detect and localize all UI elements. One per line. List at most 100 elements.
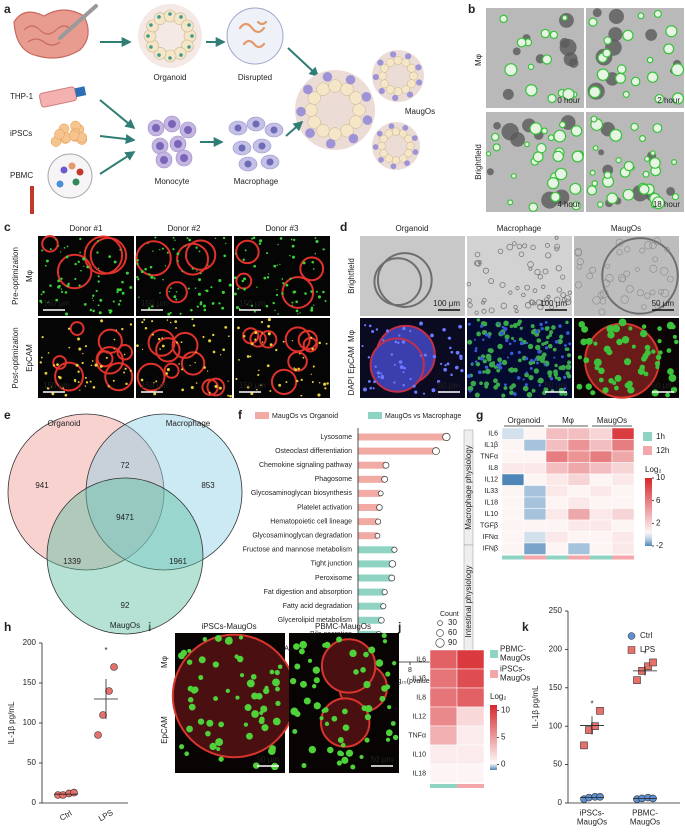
cell-signal — [303, 697, 311, 705]
organoid-cell — [304, 103, 318, 117]
count-dot — [377, 490, 384, 497]
cell-signal — [254, 338, 257, 341]
cell-signal — [589, 266, 596, 274]
cell-signal — [485, 332, 489, 337]
cell-signal — [500, 302, 507, 310]
cell-signal — [197, 292, 201, 296]
cell-signal — [65, 255, 69, 259]
cell-signal — [598, 308, 606, 316]
blood-cell — [72, 178, 80, 186]
cell-signal — [293, 643, 300, 650]
legend-label: MaugOs vs Organoid — [272, 413, 338, 420]
legend-label: Ctrl — [640, 631, 653, 640]
cell-signal — [291, 244, 295, 248]
cell-signal — [289, 677, 297, 685]
cell-signal — [252, 762, 260, 769]
cell-signal — [591, 180, 599, 187]
macrophage-cell — [404, 53, 412, 60]
time-strip — [612, 555, 634, 560]
cell-signal — [522, 243, 528, 249]
cell-signal — [390, 721, 396, 726]
scale-bar-label: 50 μm — [652, 299, 675, 308]
cell-signal — [501, 123, 519, 141]
cell-signal — [254, 331, 258, 335]
cell-signal — [510, 173, 517, 179]
cell-signal — [136, 275, 139, 279]
count-dot — [432, 447, 440, 455]
cell-signal — [246, 385, 250, 389]
cell-signal — [493, 385, 499, 390]
cell-signal — [58, 284, 61, 288]
cell-signal — [643, 371, 649, 377]
cell-signal — [259, 239, 263, 243]
scale-bar-label: 100 μm — [433, 299, 460, 308]
cell-signal — [518, 251, 525, 257]
cell-signal — [198, 675, 204, 681]
cell-signal — [116, 344, 134, 361]
cell-signal — [502, 88, 514, 100]
cell-signal — [82, 352, 84, 355]
cell-signal — [623, 160, 635, 172]
cell-signal — [554, 296, 561, 304]
cell-signal — [364, 324, 367, 327]
cell-signal — [509, 390, 514, 396]
row-label: IL12 — [484, 477, 498, 484]
set-label: Organoid — [48, 419, 81, 428]
row-label: Pre-optimization — [11, 247, 20, 305]
cell-signal — [269, 389, 272, 392]
row-label: IFNα — [483, 534, 498, 541]
cell-signal — [212, 333, 215, 337]
stain-label: EpCAM — [160, 716, 169, 744]
colorbar — [645, 478, 652, 546]
nucleus — [234, 124, 242, 132]
cell-signal — [639, 247, 646, 254]
category-label: Fructose and mannose metabolism — [243, 547, 352, 554]
cell-signal — [274, 669, 280, 676]
organoid-cell — [349, 91, 363, 105]
cell-signal — [197, 278, 202, 282]
cell-signal — [535, 329, 540, 334]
cell-signal — [578, 321, 586, 328]
region-count: 92 — [121, 601, 130, 610]
cell-signal — [94, 363, 98, 367]
row-label: IL10 — [484, 511, 498, 518]
cell-signal — [265, 304, 269, 308]
cell-signal — [95, 346, 124, 375]
heat-cell — [589, 473, 613, 486]
bar — [358, 489, 381, 497]
cell-signal — [664, 246, 670, 253]
row-label: IL6 — [416, 656, 426, 663]
legend-label: LPS — [640, 645, 655, 654]
cell-signal — [479, 356, 484, 361]
cell-signal — [399, 365, 404, 370]
cell-signal — [477, 370, 482, 375]
blood-cell — [60, 166, 68, 174]
point — [99, 711, 107, 719]
cell-signal — [474, 349, 478, 353]
cell-signal — [362, 387, 367, 392]
category-label: Tight junction — [311, 561, 352, 568]
cell-signal — [213, 696, 219, 702]
organoid-cell — [391, 127, 401, 136]
cell-signal — [315, 290, 318, 293]
cell-signal — [524, 284, 531, 291]
heat-cell — [567, 519, 591, 532]
heat-cell — [501, 439, 525, 452]
cell-signal — [559, 37, 570, 48]
cell-signal — [554, 235, 559, 240]
cell-signal — [92, 386, 96, 389]
cell-signal — [298, 352, 301, 355]
cell-signal — [657, 338, 662, 344]
cell-signal — [319, 697, 371, 748]
scale-bar-label: 50 μm — [257, 755, 280, 764]
group-label: Intestinal physiology — [464, 565, 473, 637]
row-label: IL1β — [484, 442, 498, 449]
cell-signal — [140, 270, 144, 274]
cell-signal — [589, 169, 596, 176]
cell-signal — [314, 237, 317, 239]
heat-cell — [545, 519, 569, 532]
cell-signal — [553, 369, 558, 375]
cell-signal — [654, 303, 660, 310]
row-label: IL1β — [412, 675, 426, 682]
significance: * — [643, 649, 646, 658]
